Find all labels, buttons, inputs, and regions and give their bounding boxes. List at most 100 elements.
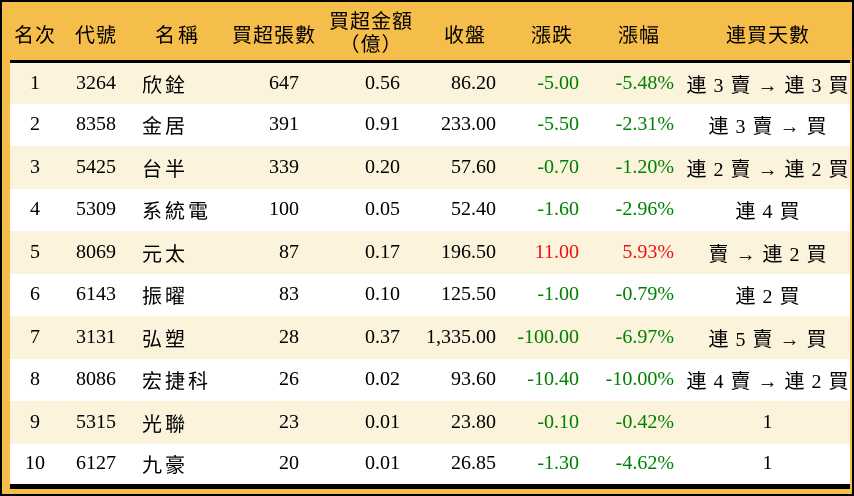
cell-net-buy-volume: 87 [279,240,299,263]
cell-buy-streak: 連 5 賣 → 買 [708,328,828,351]
col-header-close: 收盤 [444,25,486,48]
cell-price-change-pct: -6.97% [615,325,674,348]
cell-rank: 3 [30,155,40,178]
header-row: 名次 代號 名稱 買超張數 買超金額 （億） 收盤 漲跌 漲幅 連買天數 [10,8,850,61]
cell-close-price: 1,335.00 [426,325,496,348]
cell-stock-name: 弘塑 [142,328,188,351]
cell-price-change: -10.40 [527,368,579,391]
cell-price-change: -1.00 [537,283,579,306]
cell-stock-name: 九豪 [142,455,188,477]
cell-price-change-pct: -5.48% [615,71,674,94]
cell-close-price: 57.60 [451,155,496,178]
cell-stock-name: 振曜 [142,286,188,309]
cell-net-buy-amount: 0.37 [365,325,400,348]
table-row: 2 8358 金居 391 0.91 233.00 -5.50 -2.31% 連… [10,103,850,146]
cell-stock-name: 系統電 [142,201,211,224]
cell-net-buy-volume: 28 [279,325,299,348]
cell-close-price: 52.40 [451,198,496,221]
cell-net-buy-amount: 0.20 [365,155,400,178]
cell-stock-code: 5309 [76,198,116,221]
cell-stock-code: 5315 [76,410,116,433]
net-buy-ranking-table: 名次 代號 名稱 買超張數 買超金額 （億） 收盤 漲跌 漲幅 連買天數 1 3… [10,8,850,489]
cell-price-change: 11.00 [534,240,579,263]
cell-stock-name: 元太 [142,243,188,266]
cell-stock-code: 6127 [76,452,116,474]
table-row: 8 8086 宏捷科 26 0.02 93.60 -10.40 -10.00% … [10,358,850,401]
cell-net-buy-volume: 23 [279,410,299,433]
table-row: 10 6127 九豪 20 0.01 26.85 -1.30 -4.62% 1 [10,443,850,486]
cell-rank: 9 [30,410,40,433]
cell-stock-name: 欣銓 [142,74,188,97]
cell-buy-streak: 連 2 賣 → 連 2 買 [686,158,850,181]
cell-buy-streak: 連 4 買 [735,201,801,224]
cell-buy-streak: 1 [762,410,774,433]
col-header-streak: 連買天數 [726,25,810,48]
cell-price-change-pct: 5.93% [622,240,674,263]
cell-buy-streak: 連 4 賣 → 連 2 買 [686,371,850,394]
col-header-rank: 名次 [14,25,56,48]
cell-price-change: -100.00 [517,325,579,348]
cell-stock-code: 3131 [76,325,116,348]
col-header-amount: 買超金額 （億） [324,8,418,61]
cell-close-price: 26.85 [451,452,496,474]
col-header-amount-line2: （億） [339,33,403,56]
cell-close-price: 23.80 [451,410,496,433]
cell-price-change: -5.00 [537,71,579,94]
cell-price-change: -1.60 [537,198,579,221]
table-row: 6 6143 振曜 83 0.10 125.50 -1.00 -0.79% 連 … [10,273,850,316]
col-header-name: 名稱 [155,25,201,48]
cell-rank: 4 [30,198,40,221]
col-header-change: 漲跌 [531,25,573,48]
cell-close-price: 93.60 [451,368,496,391]
cell-net-buy-amount: 0.91 [365,113,400,136]
cell-buy-streak: 連 3 賣 → 買 [708,116,828,139]
cell-net-buy-volume: 391 [269,113,299,136]
cell-stock-code: 6143 [76,283,116,306]
cell-buy-streak: 賣 → 連 2 買 [708,243,828,266]
cell-rank: 5 [30,240,40,263]
cell-close-price: 233.00 [441,113,496,136]
table-row: 3 5425 台半 339 0.20 57.60 -0.70 -1.20% 連 … [10,146,850,189]
cell-rank: 7 [30,325,40,348]
cell-net-buy-volume: 20 [279,452,299,474]
cell-price-change-pct: -1.20% [615,155,674,178]
cell-rank: 8 [30,368,40,391]
cell-stock-code: 5425 [76,155,116,178]
cell-net-buy-amount: 0.56 [365,71,400,94]
cell-net-buy-volume: 647 [269,71,299,94]
cell-net-buy-volume: 26 [279,368,299,391]
cell-stock-name: 宏捷科 [142,371,211,394]
cell-price-change: -0.70 [537,155,579,178]
cell-net-buy-amount: 0.01 [365,452,400,474]
cell-price-change-pct: -4.62% [615,452,674,474]
cell-buy-streak: 連 2 買 [735,286,801,309]
table-row: 1 3264 欣銓 647 0.56 86.20 -5.00 -5.48% 連 … [10,61,850,104]
col-header-amount-line1: 買超金額 [329,10,413,33]
cell-stock-name: 光聯 [142,413,188,436]
cell-rank: 6 [30,283,40,306]
cell-price-change: -5.50 [537,113,579,136]
cell-buy-streak: 連 3 賣 → 連 3 買 [686,74,850,97]
cell-price-change-pct: -0.79% [615,283,674,306]
cell-net-buy-volume: 83 [279,283,299,306]
cell-stock-name: 台半 [142,158,188,181]
cell-price-change-pct: -2.31% [615,113,674,136]
cell-rank: 1 [30,71,40,94]
cell-buy-streak: 1 [762,452,774,474]
cell-net-buy-amount: 0.10 [365,283,400,306]
table-body: 1 3264 欣銓 647 0.56 86.20 -5.00 -5.48% 連 … [10,61,850,486]
cell-rank: 10 [25,452,45,474]
cell-stock-code: 8358 [76,113,116,136]
cell-net-buy-volume: 100 [269,198,299,221]
cell-price-change-pct: -0.42% [615,410,674,433]
cell-stock-code: 8086 [76,368,116,391]
cell-stock-code: 8069 [76,240,116,263]
cell-rank: 2 [30,113,40,136]
table-header: 名次 代號 名稱 買超張數 買超金額 （億） 收盤 漲跌 漲幅 連買天數 [10,8,850,61]
cell-net-buy-amount: 0.05 [365,198,400,221]
cell-close-price: 125.50 [441,283,496,306]
table-row: 4 5309 系統電 100 0.05 52.40 -1.60 -2.96% 連… [10,188,850,231]
cell-net-buy-amount: 0.17 [365,240,400,263]
cell-net-buy-volume: 339 [269,155,299,178]
